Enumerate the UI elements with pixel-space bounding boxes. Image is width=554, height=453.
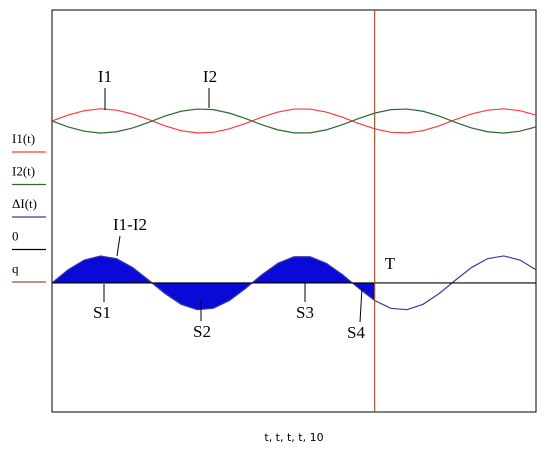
legend-label: ΔI(t) (12, 196, 37, 211)
annotation: S2 (193, 322, 211, 341)
legend-label: I1(t) (12, 131, 35, 146)
legend-label: q (12, 261, 19, 276)
area-fill (52, 255, 375, 310)
series-line (51, 108, 537, 134)
annotation: S1 (93, 303, 111, 322)
legend-label: I2(t) (12, 163, 35, 178)
annotation-pointer (359, 287, 363, 323)
plot-frame (51, 9, 537, 413)
series-line (51, 255, 537, 311)
legend-label: 0 (12, 228, 19, 243)
annotation-pointer (116, 235, 121, 257)
annotation: S4 (347, 323, 365, 342)
annotation: T (385, 254, 396, 273)
annotation: I2 (203, 67, 217, 86)
annotation: I1 (98, 67, 112, 86)
series-line (51, 108, 537, 134)
annotation: I1-I2 (113, 215, 147, 234)
annotation: S3 (296, 303, 314, 322)
x-axis-label: t, t, t, t, 10 (264, 431, 323, 444)
